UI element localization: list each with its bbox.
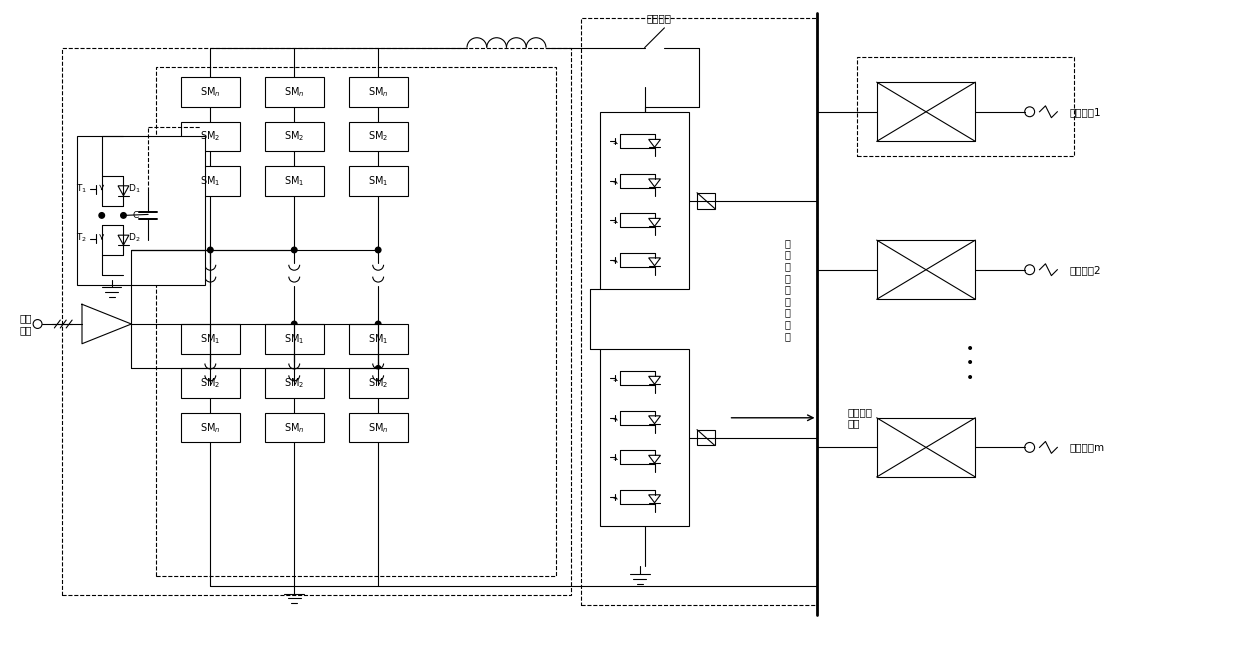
Text: D$_1$: D$_1$: [128, 182, 140, 195]
Bar: [877, 418, 976, 477]
Text: SM$_n$: SM$_n$: [368, 85, 388, 99]
Bar: [348, 413, 408, 443]
Text: 故障断流
支路: 故障断流 支路: [847, 407, 872, 428]
Text: 直流线路m: 直流线路m: [1069, 443, 1105, 452]
Text: C: C: [133, 211, 139, 220]
Circle shape: [99, 213, 104, 218]
Bar: [264, 77, 324, 107]
Bar: [181, 324, 241, 354]
Bar: [600, 349, 689, 526]
Bar: [697, 430, 714, 445]
Bar: [264, 121, 324, 151]
Bar: [181, 413, 241, 443]
Text: SM$_n$: SM$_n$: [284, 421, 305, 435]
Bar: [348, 77, 408, 107]
Circle shape: [291, 321, 298, 326]
Text: 直流线路2: 直流线路2: [1069, 265, 1101, 275]
Bar: [697, 193, 714, 208]
Text: SM$_1$: SM$_1$: [200, 174, 221, 188]
Text: SM$_n$: SM$_n$: [368, 421, 388, 435]
Circle shape: [376, 321, 381, 326]
Text: SM$_2$: SM$_2$: [284, 130, 304, 143]
Bar: [580, 18, 817, 606]
Circle shape: [376, 247, 381, 252]
Bar: [181, 166, 241, 196]
Bar: [264, 166, 324, 196]
Circle shape: [207, 247, 213, 252]
Text: 隔离开关: 隔离开关: [647, 13, 672, 23]
Text: SM$_2$: SM$_2$: [368, 130, 388, 143]
Bar: [264, 413, 324, 443]
Text: SM$_2$: SM$_2$: [284, 376, 304, 390]
Circle shape: [376, 365, 381, 371]
Text: T$_2$: T$_2$: [77, 232, 88, 245]
Text: SM$_n$: SM$_n$: [200, 421, 221, 435]
Text: •: •: [966, 341, 975, 356]
Text: 直流线路1: 直流线路1: [1069, 107, 1101, 117]
Bar: [877, 240, 976, 299]
Bar: [181, 77, 241, 107]
Text: SM$_1$: SM$_1$: [284, 174, 304, 188]
Bar: [181, 369, 241, 398]
Bar: [181, 121, 241, 151]
Circle shape: [291, 247, 298, 252]
Text: 交流
电网: 交流 电网: [20, 313, 32, 335]
Text: SM$_1$: SM$_1$: [284, 332, 304, 346]
Bar: [857, 58, 1074, 156]
Bar: [156, 67, 556, 576]
Bar: [62, 47, 570, 596]
Bar: [264, 324, 324, 354]
Bar: [600, 112, 689, 289]
Bar: [77, 136, 206, 284]
Text: 主
动
短
路
式
断
流
开
关: 主 动 短 路 式 断 流 开 关: [785, 238, 791, 341]
Text: SM$_1$: SM$_1$: [200, 332, 221, 346]
Text: SM$_n$: SM$_n$: [200, 85, 221, 99]
Text: •: •: [966, 371, 975, 386]
Text: SM$_2$: SM$_2$: [200, 376, 221, 390]
Text: SM$_2$: SM$_2$: [368, 376, 388, 390]
Text: SM$_1$: SM$_1$: [368, 174, 388, 188]
Bar: [348, 369, 408, 398]
Text: D$_2$: D$_2$: [128, 232, 140, 245]
Text: •: •: [966, 356, 975, 371]
Bar: [348, 166, 408, 196]
Text: SM$_2$: SM$_2$: [200, 130, 221, 143]
Text: T$_1$: T$_1$: [77, 182, 88, 195]
Bar: [348, 121, 408, 151]
Text: SM$_1$: SM$_1$: [368, 332, 388, 346]
Circle shape: [120, 213, 126, 218]
Bar: [877, 82, 976, 141]
Bar: [264, 369, 324, 398]
Text: SM$_n$: SM$_n$: [284, 85, 305, 99]
Bar: [348, 324, 408, 354]
